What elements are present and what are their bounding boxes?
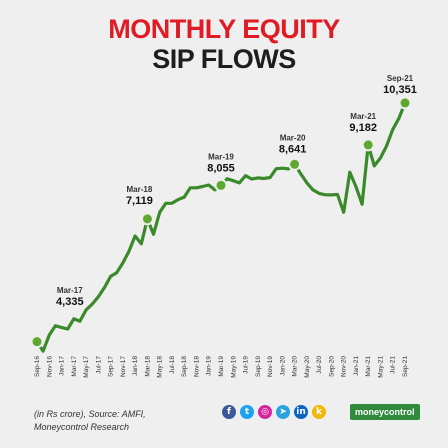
data-point-sep-16: [30, 335, 44, 349]
x-tick-label: Mar-19: [218, 356, 225, 377]
x-tick-label: May-18: [157, 356, 164, 378]
x-tick-label: Sep-19: [255, 356, 262, 377]
data-point-mar-21: [361, 138, 375, 152]
source-note: (in Rs crore), Source: AMFI, Moneycontro…: [34, 408, 146, 434]
chart-title-line2: SIP FLOWS: [152, 44, 296, 74]
x-tick-label: Nov-17: [120, 356, 127, 377]
koo-icon[interactable]: k: [312, 405, 326, 419]
x-tick-label: Sep-18: [181, 356, 188, 377]
x-tick-label: Nov-16: [46, 356, 53, 377]
x-tick-label: Jan-18: [132, 356, 139, 376]
source-note-line2: Moneycontrol Research: [34, 422, 130, 432]
x-tick-label: Nov-20: [341, 356, 348, 377]
chart-title-line1: MONTHLY EQUITY: [108, 14, 340, 44]
x-tick-label: Jul-20: [316, 356, 323, 374]
annotation-date: Mar-20: [280, 133, 306, 142]
data-point-mar-19: [214, 178, 228, 192]
x-tick-label: Jul-17: [95, 356, 102, 374]
annotation-value: 8,641: [279, 143, 307, 155]
social-icons: f t ◎ ➤ in k: [222, 404, 326, 420]
x-tick-label: Jan-19: [206, 356, 213, 376]
twitter-icon[interactable]: t: [240, 405, 254, 419]
x-tick-label: Mar-21: [365, 356, 372, 377]
x-tick-label: Sep-17: [108, 356, 115, 377]
x-tick-label: Nov-18: [194, 356, 201, 377]
data-point-mar-18: [140, 212, 154, 226]
x-tick-label: May-19: [230, 356, 237, 378]
x-tick-label: Nov-19: [267, 356, 274, 377]
facebook-icon[interactable]: f: [222, 405, 236, 419]
x-tick-label: May-20: [304, 356, 311, 378]
brand-logo: moneycontrol: [350, 404, 420, 420]
annotation-value: 4,335: [56, 296, 84, 308]
annotation-value: 8,055: [207, 162, 235, 174]
x-tick-label: Jul-18: [169, 356, 176, 374]
x-tick-label: Sep-20: [328, 356, 335, 377]
annotation-date: Mar-19: [208, 152, 234, 161]
x-tick-label: Jan-17: [59, 356, 66, 376]
x-tick-label: Mar-20: [292, 356, 299, 377]
series-line: [35, 101, 407, 353]
x-tick-label: May-17: [83, 356, 90, 378]
instagram-icon[interactable]: ◎: [258, 405, 272, 419]
annotation-date: Mar-17: [57, 286, 83, 295]
x-tick-label: Sep-16: [34, 356, 41, 377]
annotation-value: 10,351: [383, 84, 417, 96]
x-tick-label: Mar-17: [71, 356, 78, 377]
x-tick-label: Jul-21: [390, 356, 397, 374]
annotation-date: Mar-18: [127, 185, 153, 194]
annotation-date: Mar-21: [350, 112, 376, 121]
x-tick-label: Jul-19: [243, 356, 250, 374]
x-tick-label: Jan-21: [353, 356, 360, 376]
annotation-value: 9,182: [349, 122, 377, 134]
x-tick-label: Sep-21: [402, 356, 409, 377]
x-tick-label: May-21: [378, 356, 385, 378]
telegram-icon[interactable]: ➤: [276, 405, 290, 419]
linkedin-icon[interactable]: in: [294, 405, 308, 419]
data-point-mar-20: [288, 157, 302, 171]
x-tick-label: Jan-20: [279, 356, 286, 376]
annotation-date: Sep-21: [387, 74, 414, 83]
x-tick-label: Mar-18: [144, 356, 151, 377]
source-note-line1: (in Rs crore), Source: AMFI,: [34, 409, 146, 419]
annotation-value: 7,119: [126, 195, 153, 207]
data-point-sep-21: [398, 96, 412, 110]
